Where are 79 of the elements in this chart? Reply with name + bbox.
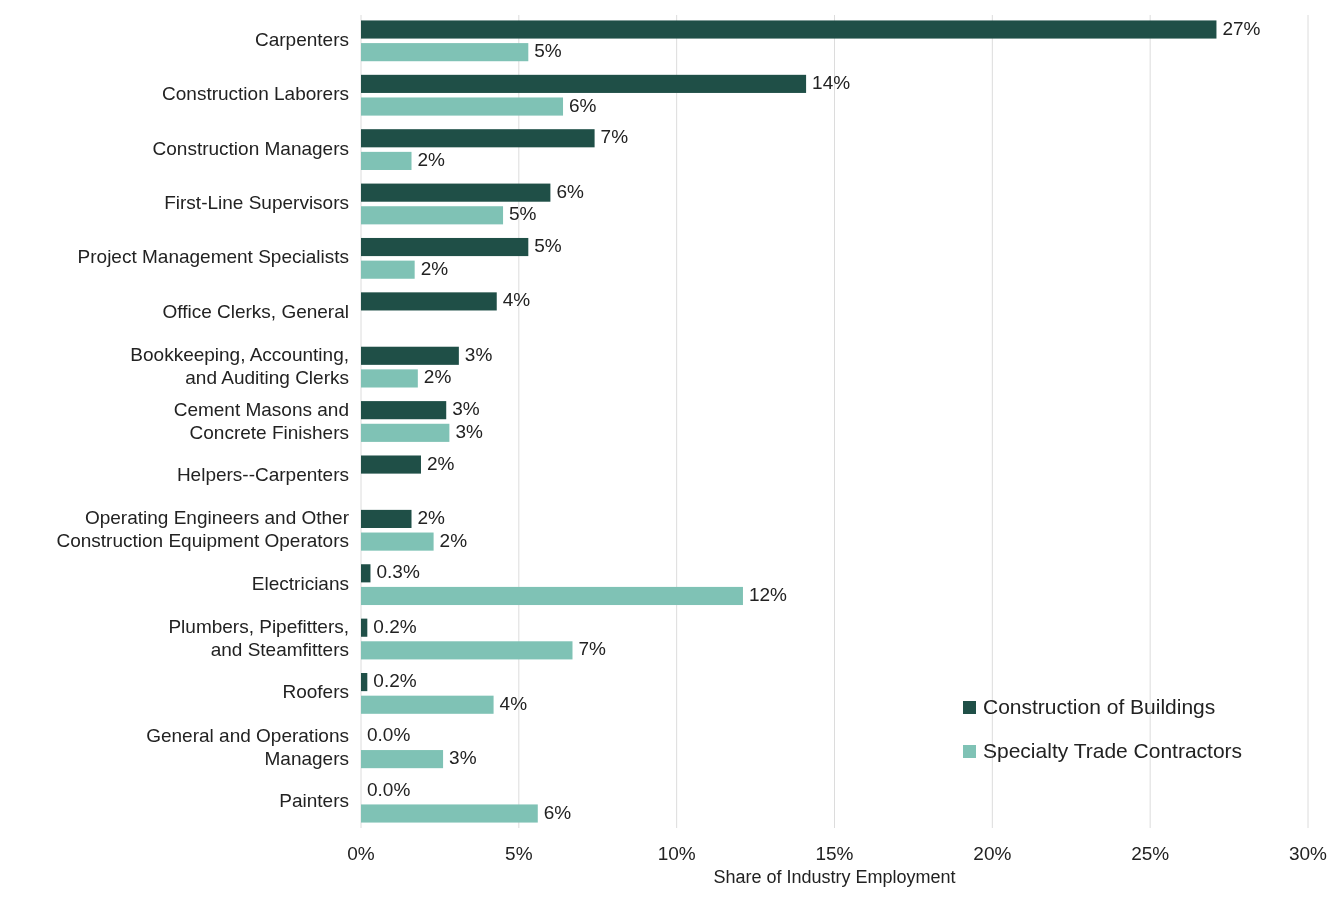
- x-tick-label: 30%: [1288, 843, 1328, 864]
- y-tick-label: Carpenters: [255, 28, 349, 50]
- data-label: 6%: [543, 801, 572, 823]
- data-label: 0.2%: [373, 615, 417, 637]
- data-label: 3%: [452, 398, 480, 420]
- data-label: 27%: [1222, 17, 1261, 39]
- data-label: 14%: [812, 71, 851, 93]
- bar: [361, 618, 368, 637]
- y-tick-label: Bookkeeping, Accounting, and Auditing Clerks: [130, 344, 349, 389]
- bar: [361, 292, 497, 311]
- data-label: 2%: [417, 148, 446, 170]
- data-label: 3%: [449, 747, 477, 769]
- y-tick-label: Electricians: [251, 572, 349, 594]
- data-label: 5%: [509, 203, 537, 225]
- y-tick-label: Roofers: [282, 681, 349, 703]
- y-tick-label: Office Clerks, General: [162, 300, 349, 322]
- bar: [361, 20, 1217, 39]
- x-tick-label: 5%: [505, 843, 533, 864]
- data-label: 3%: [464, 343, 493, 365]
- legend-label: Construction of Buildings: [983, 694, 1216, 718]
- y-tick-label: Construction Managers: [152, 137, 349, 159]
- x-tick-label: 10%: [657, 843, 696, 864]
- y-tick-label: Helpers--Carpenters: [176, 463, 349, 485]
- bar: [361, 455, 421, 474]
- y-tick-label: General and Operations Managers: [146, 724, 349, 769]
- data-label: 0.0%: [367, 724, 411, 746]
- data-label: 12%: [748, 583, 788, 605]
- x-tick-label: 0%: [347, 843, 375, 864]
- bar: [361, 804, 538, 823]
- bar: [361, 423, 450, 442]
- bar: [361, 641, 573, 660]
- y-tick-label: Project Management Specialists: [77, 246, 349, 268]
- bar: [361, 206, 504, 225]
- y-tick-label: Cement Masons and Concrete Finishers: [173, 398, 349, 443]
- data-label: 2%: [426, 452, 455, 474]
- data-label: 4%: [499, 692, 528, 714]
- bar: [361, 586, 743, 606]
- bar: [361, 695, 494, 714]
- y-tick-label: First-Line Supervisors: [164, 191, 349, 213]
- data-label: 6%: [569, 94, 597, 116]
- data-label: 3%: [455, 420, 483, 442]
- y-tick-label: Construction Laborers: [162, 83, 349, 105]
- legend-label: Specialty Trade Contractors: [983, 738, 1243, 762]
- bar: [361, 750, 444, 769]
- data-label: 0.2%: [373, 670, 417, 692]
- x-axis-title: Share of Industry Employment: [713, 867, 956, 887]
- y-tick-label: Plumbers, Pipefitters, and Steamfitters: [168, 616, 349, 661]
- bar: [361, 673, 368, 692]
- data-label: 7%: [578, 638, 607, 660]
- bar: [361, 564, 371, 583]
- bar: [361, 369, 418, 388]
- bar: [361, 97, 564, 116]
- data-label: 2%: [417, 506, 446, 528]
- data-label: 5%: [534, 40, 562, 62]
- x-tick-label: 25%: [1131, 843, 1170, 864]
- bar: [361, 74, 807, 93]
- data-label: 2%: [420, 257, 449, 279]
- data-label: 7%: [600, 126, 629, 148]
- bar: [361, 151, 412, 170]
- data-label: 6%: [556, 180, 584, 202]
- bar: [361, 346, 459, 365]
- x-tick-label: 20%: [973, 843, 1012, 864]
- bar: [361, 129, 595, 148]
- bar: [361, 43, 529, 62]
- bar: [361, 260, 415, 279]
- data-label: 2%: [439, 529, 468, 551]
- bar: [361, 183, 551, 202]
- x-tick-label: 15%: [815, 843, 854, 864]
- bar: [361, 401, 447, 420]
- bar: [361, 509, 412, 528]
- bar: [361, 237, 529, 257]
- data-label: 5%: [534, 235, 562, 257]
- data-label: 0.3%: [376, 561, 420, 583]
- y-tick-label: Operating Engineers and Other Construction Equipment Operators: [56, 507, 350, 552]
- y-tick-label: Painters: [279, 790, 349, 812]
- data-label: 4%: [502, 289, 531, 311]
- data-label: 2%: [423, 366, 452, 388]
- data-label: 0.0%: [367, 778, 411, 800]
- bar: [361, 532, 434, 551]
